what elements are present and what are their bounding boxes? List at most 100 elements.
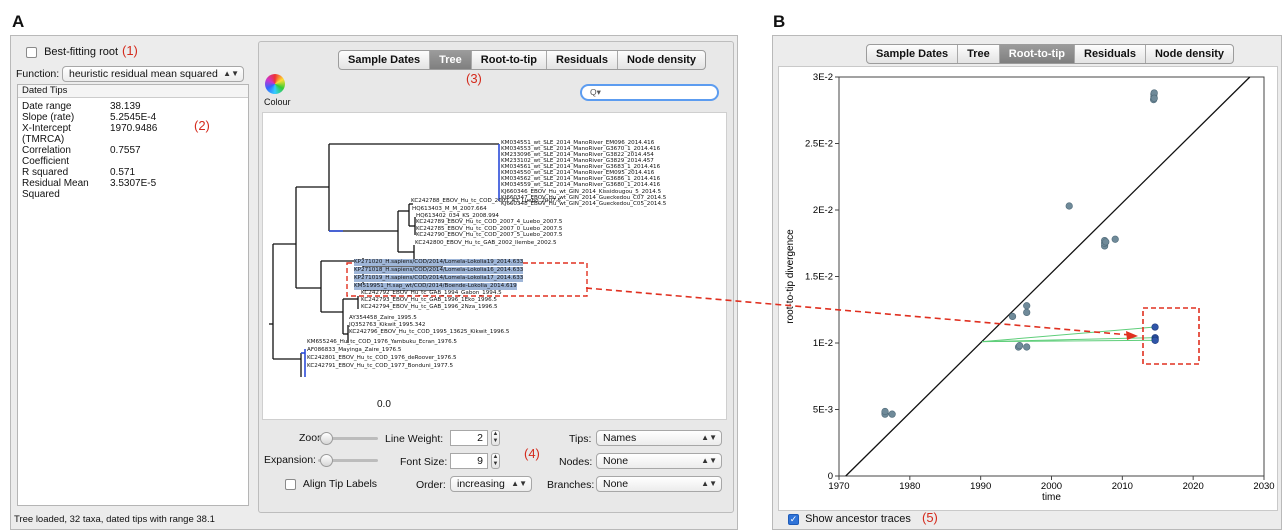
nodes-select[interactable]: None ▲▼ xyxy=(596,453,722,469)
tab-root-to-tip[interactable]: Root-to-tip xyxy=(999,45,1075,63)
tree-tip-label[interactable]: HQ613402_034_KS_2008.994 xyxy=(416,213,499,219)
x-tick-label: 2020 xyxy=(1183,481,1204,492)
tree-tip-label[interactable]: KP271020_H.sapiens/COD/2014/Lomela-Lokol… xyxy=(354,259,524,266)
select-arrows-icon: ▲▼ xyxy=(701,479,717,488)
tab-tree[interactable]: Tree xyxy=(958,45,1000,63)
tree-tip-label[interactable]: KC242785_EBOV_Hu_tc_COD_2007_0_Luebo_200… xyxy=(416,226,563,232)
tree-tip-label[interactable]: KM034553_wt_SLE_2014_ManoRiver_G3670_1_2… xyxy=(501,146,661,152)
tree-tip-label[interactable]: KC242793_EBOV_Hu_tc_GAB_1996_1Eko_1996.5 xyxy=(361,297,497,303)
tab-residuals[interactable]: Residuals xyxy=(547,51,618,69)
plot-area-b: 1970 1980 1990 2000 2010 2020 2030 0 5E-3 1E-2 1.5… xyxy=(778,66,1278,511)
tree-branches xyxy=(269,143,588,377)
stat-value: 38.139 xyxy=(110,101,141,112)
zoom-slider[interactable] xyxy=(318,432,378,445)
font-size-input[interactable]: 9 xyxy=(450,453,488,469)
panel-label-b: B xyxy=(773,12,786,31)
tree-tip-label[interactable]: KC242789_EBOV_Hu_tc_COD_2007_4_Luebo_200… xyxy=(416,219,563,225)
tree-tip-label[interactable]: KM233096_wt_SLE_2014_ManoRiver_G3822_201… xyxy=(501,152,654,158)
plot-frame xyxy=(838,76,1265,477)
tree-tip-label[interactable]: KC242800_EBOV_Hu_tc_GAB_2002_Ilembe_2002… xyxy=(415,240,557,246)
panel-label-a: A xyxy=(12,12,25,31)
dated-tips-header: Dated Tips xyxy=(18,85,248,98)
tree-tip-label[interactable]: KC242794_EBOV_Hu_tc_GAB_1996_2Nza_1996.5 xyxy=(361,304,498,310)
tab-tree[interactable]: Tree xyxy=(430,51,472,69)
zoom-slider-knob[interactable] xyxy=(320,432,333,445)
font-size-label: Font Size: xyxy=(400,456,448,468)
function-select[interactable]: heuristic residual mean squared ▲▼ xyxy=(62,66,244,82)
tree-tip-label[interactable]: KP271019_H.sapiens/COD/2014/Lomela-Lokol… xyxy=(354,275,524,282)
tab-sample-dates[interactable]: Sample Dates xyxy=(867,45,959,63)
nodes-select-value: None xyxy=(603,455,629,467)
tree-tip-label[interactable]: KM034561_wt_SLE_2014_ManoRiver_G3683_1_2… xyxy=(501,164,661,170)
tree-tip-label[interactable]: KC242791_EBOV_Hu_tc_COD_1977_Bonduni_197… xyxy=(307,363,454,369)
tree-tip-label[interactable]: KM034551_wt_SLE_2014_ManoRiver_EM096_201… xyxy=(501,140,655,146)
tree-tip-label[interactable]: AF086833_Mayinga_Zaire_1976.5 xyxy=(307,347,402,353)
line-weight-input[interactable]: 2 xyxy=(450,430,488,446)
tree-tip-label[interactable]: AY354458_Zaire_1995.5 xyxy=(349,315,417,321)
stat-row: Residual Mean Squared 3.5307E-5 xyxy=(22,178,244,200)
y-tick-label: 2.5E-2 xyxy=(805,139,833,150)
stat-row: R squared 0.571 xyxy=(22,167,244,178)
tab-root-to-tip[interactable]: Root-to-tip xyxy=(472,51,547,69)
expansion-slider[interactable] xyxy=(318,454,378,467)
tree-tip-label[interactable]: KM233102_wt_SLE_2014_ManoRiver_G3829_201… xyxy=(501,158,654,164)
tab-bar-b: Sample Dates Tree Root-to-tip Residuals … xyxy=(866,44,1235,64)
best-fitting-root-option[interactable]: Best-fitting root xyxy=(26,46,118,58)
order-select[interactable]: increasing ▲▼ xyxy=(450,476,532,492)
tab-residuals[interactable]: Residuals xyxy=(1075,45,1146,63)
search-input[interactable]: Q▾ xyxy=(580,84,719,101)
tree-tip-label[interactable]: KM034559_wt_SLE_2014_ManoRiver_G3680_1_2… xyxy=(501,182,661,188)
order-label: Order: xyxy=(416,479,446,491)
tab-node-density[interactable]: Node density xyxy=(1154,48,1225,60)
branches-select[interactable]: None ▲▼ xyxy=(596,476,722,492)
line-weight-stepper[interactable]: ▲ ▼ xyxy=(491,430,500,446)
blue-branches xyxy=(301,144,500,377)
show-ancestor-traces-checkbox[interactable]: ✓ xyxy=(788,513,799,525)
line-weight-label: Line Weight: xyxy=(385,433,444,445)
show-ancestor-traces-option[interactable]: ✓ Show ancestor traces xyxy=(788,513,911,525)
font-size-stepper[interactable]: ▲ ▼ xyxy=(491,453,500,469)
expansion-slider-knob[interactable] xyxy=(320,454,333,467)
show-ancestor-traces-label: Show ancestor traces xyxy=(805,513,911,526)
stat-value: 3.5307E-5 xyxy=(110,178,157,189)
annotation-3: (3) xyxy=(466,71,482,86)
align-tip-labels-option[interactable]: Align Tip Labels xyxy=(285,478,377,490)
tree-tip-label[interactable]: JQ352763_Kikwit_1995.342 xyxy=(349,322,426,328)
tree-tip-label[interactable]: KC242788_EBOV_Hu_tc_COD_2007_43_Luebo_20… xyxy=(411,198,561,204)
tree-tip-label[interactable]: KJ660348_EBOV_Hu_wt_GIN_2014_Gueckedou_C… xyxy=(501,201,667,207)
x-tick-label: 1980 xyxy=(899,481,920,492)
stat-key: Residual Mean Squared xyxy=(22,178,89,200)
data-point xyxy=(1150,94,1158,102)
function-select-value: heuristic residual mean squared xyxy=(69,68,218,80)
tree-tip-label[interactable]: KC242801_EBOV_Hu_tc_COD_1976_deRoover_19… xyxy=(307,355,457,361)
root-to-tip-chart: 1970 1980 1990 2000 2010 2020 2030 0 5E-3 1E-2 1.5… xyxy=(785,72,1275,503)
tree-tip-label[interactable]: KM034562_wt_SLE_2014_ManoRiver_G3686_1_2… xyxy=(501,176,661,182)
data-point xyxy=(1151,336,1159,344)
data-point xyxy=(1023,302,1031,310)
tree-tip-label[interactable]: KC242796_EBOV_Hu_tc_COD_1995_13625_Kikwi… xyxy=(349,329,510,335)
tree-tip-label[interactable]: KJ660347_EBOV_Hu_wt_GIN_2014_Gueckedou_C… xyxy=(501,195,667,201)
tips-select[interactable]: Names ▲▼ xyxy=(596,430,722,446)
tree-tip-label[interactable]: KJ660346_EBOV_Hu_wt_GIN_2014_Kissidougou… xyxy=(501,189,662,195)
tree-tip-label[interactable]: KM034550_wt_SLE_2014_ManoRiver_EM095_201… xyxy=(501,170,655,176)
tree-tip-label[interactable]: KP271018_H.sapiens/COD/2014/Lomela-Lokol… xyxy=(354,267,524,274)
data-point xyxy=(1023,343,1031,351)
stat-value: 0.571 xyxy=(110,167,136,178)
colour-wheel-icon[interactable] xyxy=(265,74,285,94)
tree-tip-label[interactable]: KM655246_Hu_tc_COD_1976_Yambuku_Ecran_19… xyxy=(307,339,457,345)
x-tick-label: 2000 xyxy=(1041,481,1062,492)
tree-tip-label[interactable]: KM519951_H.sap_wt/COD/2014/Boende-Lokoli… xyxy=(354,283,517,290)
tab-node-density[interactable]: Node density xyxy=(626,54,697,66)
tree-tip-label[interactable]: KC242792_EBOV_Hu_tc_GAB_1994_Gabon_1994.… xyxy=(361,290,502,296)
tab-sample-dates[interactable]: Sample Dates xyxy=(339,51,431,69)
annotation-2: (2) xyxy=(194,118,210,133)
tree-tip-label[interactable]: HQ613403_M_M_2007.664 xyxy=(412,206,487,212)
regression-line xyxy=(845,76,1251,477)
select-arrows-icon: ▲▼ xyxy=(511,479,527,488)
best-fitting-root-checkbox[interactable] xyxy=(26,46,37,58)
tree-tip-label[interactable]: KC242790_EBOV_Hu_tc_COD_2007_5_Luebo_200… xyxy=(416,232,563,238)
data-point xyxy=(1102,238,1110,246)
x-tick-label: 1970 xyxy=(828,481,849,492)
align-tip-labels-checkbox[interactable] xyxy=(285,478,296,490)
x-tick-label: 1990 xyxy=(970,481,991,492)
